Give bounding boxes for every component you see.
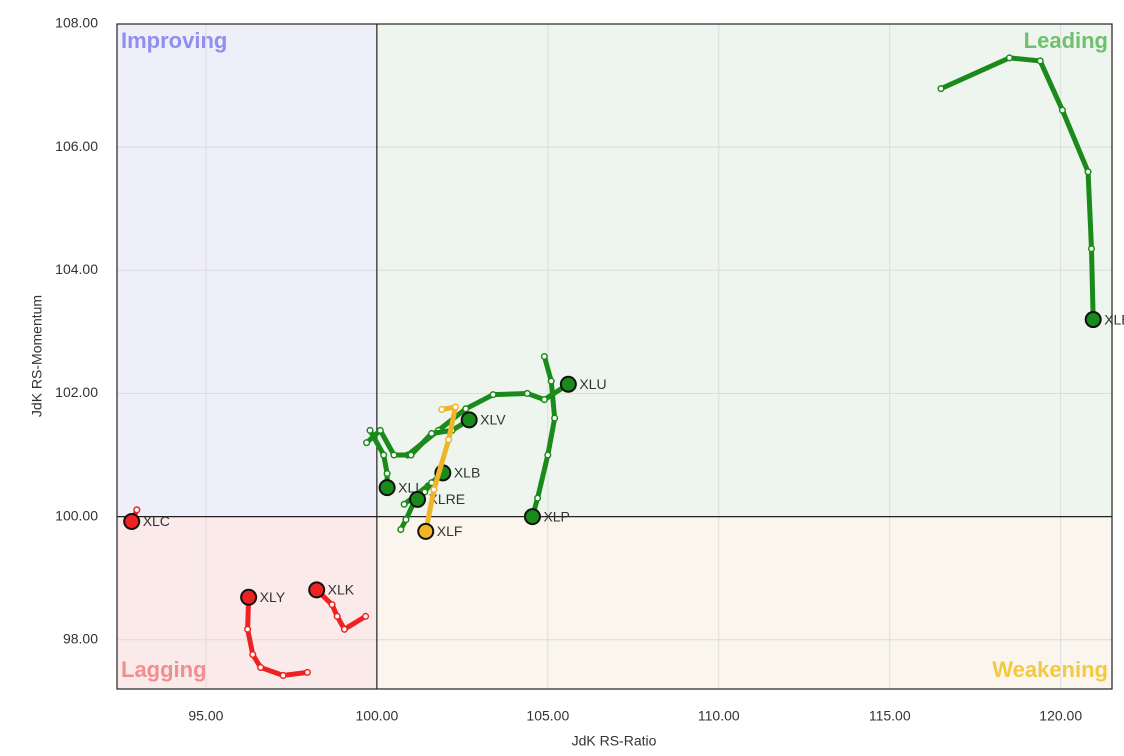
tail-point — [328, 601, 336, 609]
head-point — [378, 479, 396, 497]
y-tick-label: 108.00 — [55, 15, 98, 31]
tail-point — [400, 500, 408, 508]
tail-point — [540, 352, 548, 361]
quadrant-label: Lagging — [121, 657, 207, 682]
tail-point — [279, 671, 287, 680]
tail-point — [333, 612, 341, 620]
y-tick-label: 102.00 — [55, 384, 98, 400]
x-tick-label: 120.00 — [1039, 708, 1082, 724]
head-point — [308, 581, 326, 599]
tail-point — [249, 650, 257, 659]
tail-point — [451, 403, 460, 411]
tail-point — [428, 429, 436, 438]
series-label: XLP — [543, 508, 569, 524]
x-tick-label: 110.00 — [698, 708, 740, 724]
x-tick-label: 115.00 — [869, 708, 911, 724]
tail-point — [462, 405, 470, 413]
series-label: XLK — [328, 582, 355, 598]
series-label: XLF — [437, 523, 463, 539]
tail-point — [383, 469, 391, 478]
tail-point — [1084, 168, 1092, 176]
tail-point — [133, 506, 141, 514]
series-label: XLY — [260, 589, 286, 605]
x-axis-title: JdK RS-Ratio — [572, 733, 657, 749]
series-label: XLB — [454, 465, 480, 481]
tail-point — [551, 414, 559, 422]
y-axis-title: JdK RS-Momentum — [29, 295, 45, 417]
tail-point — [1087, 245, 1096, 253]
series-label: XLC — [143, 513, 170, 529]
head-point — [523, 508, 541, 526]
y-tick-label: 104.00 — [55, 261, 98, 277]
tail-point — [402, 516, 410, 524]
quadrant-label: Weakening — [992, 657, 1108, 682]
head-point — [559, 375, 577, 393]
quadrant-label: Improving — [121, 28, 227, 53]
tail-point — [376, 426, 384, 434]
tail-point — [540, 396, 548, 404]
tail-point — [363, 439, 371, 447]
head-point — [123, 513, 141, 531]
tail-point — [362, 612, 370, 620]
tail-point — [547, 377, 555, 385]
tail-point — [1005, 54, 1013, 62]
tail-point — [366, 426, 374, 434]
series-label: XLU — [579, 376, 606, 392]
tail-point — [1036, 57, 1044, 65]
series-label: XLE — [1104, 311, 1124, 327]
tail-point — [390, 451, 398, 459]
tail-point — [534, 494, 542, 502]
x-tick-label: 105.00 — [526, 708, 569, 724]
tail-point — [244, 625, 252, 633]
series-label: XLI — [398, 479, 419, 495]
tail-line — [245, 594, 310, 678]
x-tick-label: 95.00 — [188, 708, 223, 724]
tail-point — [445, 436, 453, 444]
tail-point — [430, 485, 438, 494]
tail-point — [340, 625, 348, 633]
head-point — [409, 490, 427, 508]
tail-point — [380, 451, 388, 459]
quadrant — [376, 516, 1112, 689]
tail-point — [937, 85, 945, 93]
tail-point — [257, 663, 265, 671]
y-tick-label: 106.00 — [55, 138, 98, 154]
tail-point — [1058, 106, 1066, 114]
x-tick-label: 100.00 — [355, 708, 398, 724]
tail-point — [523, 389, 531, 397]
tail-point — [397, 525, 405, 534]
head-point — [1084, 311, 1102, 329]
tail-point — [544, 451, 552, 459]
head-point — [417, 522, 435, 540]
tail-point — [438, 405, 446, 414]
plot-frame — [116, 23, 1113, 690]
head-point — [240, 588, 258, 606]
tail-point — [407, 451, 415, 459]
series-label: XLRE — [429, 491, 466, 507]
quadrant-label: Leading — [1024, 28, 1108, 53]
head-point — [460, 411, 478, 429]
tail-point — [303, 668, 312, 676]
tail-point — [489, 391, 497, 399]
series-label: XLV — [480, 412, 506, 428]
y-tick-label: 100.00 — [55, 507, 98, 523]
y-tick-label: 98.00 — [63, 630, 98, 646]
